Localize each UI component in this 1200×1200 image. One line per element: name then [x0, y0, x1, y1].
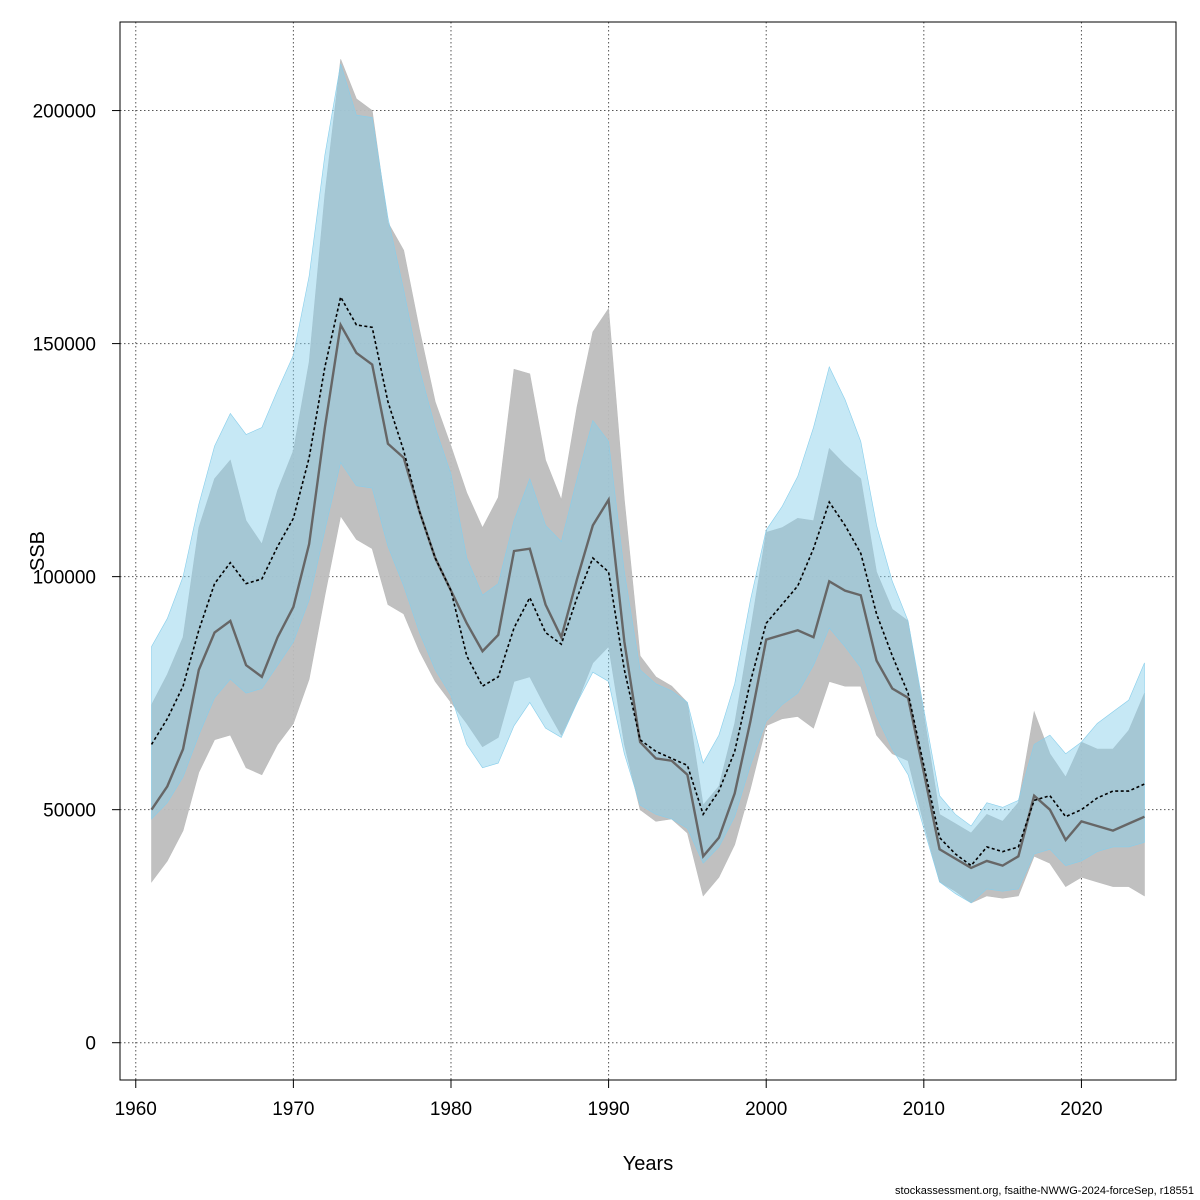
series-lines — [150, 294, 1145, 870]
y-tick-label: 100000 — [33, 568, 96, 589]
x-axis-title: Years — [623, 1153, 673, 1175]
x-tick-label: 1990 — [587, 1099, 629, 1120]
series-line-2 — [150, 294, 1145, 867]
y-axis: 0 50000 100000 150000 200000 — [33, 102, 120, 1055]
x-tick-label: 2010 — [903, 1099, 945, 1120]
credit-footer: stockassessment.org, fsaithe-NWWG-2024-f… — [895, 1185, 1194, 1197]
y-tick-label: 150000 — [33, 335, 96, 356]
y-tick-label: 200000 — [33, 102, 96, 123]
x-tick-label: 1970 — [272, 1099, 314, 1120]
y-tick-label: 50000 — [43, 801, 96, 822]
confidence-bands — [151, 59, 1145, 904]
y-axis-title: SSB — [27, 531, 49, 571]
x-tick-label: 1980 — [430, 1099, 472, 1120]
x-tick-label: 2000 — [745, 1099, 787, 1120]
x-tick-label: 2020 — [1060, 1099, 1102, 1120]
x-axis: 1960 1970 1980 1990 2000 2010 2020 — [115, 1080, 1103, 1120]
x-tick-label: 1960 — [115, 1099, 157, 1120]
plot-frame — [119, 21, 1177, 1081]
confidence-band-2 — [151, 63, 1145, 904]
y-tick-label: 0 — [85, 1034, 96, 1055]
series-line-1 — [150, 321, 1145, 870]
